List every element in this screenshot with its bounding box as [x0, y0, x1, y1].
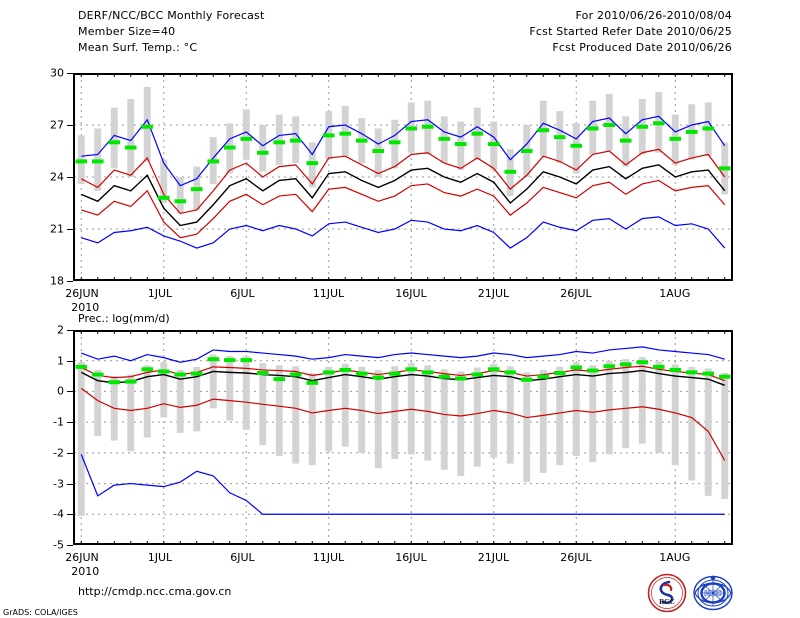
forecast-period-label: For 2010/06/26-2010/08/04	[575, 9, 732, 22]
x-axis-year-label: 2010	[71, 301, 100, 314]
y-axis-tick-label: -2	[53, 446, 64, 460]
x-axis-tick-label: 1AUG	[659, 551, 691, 564]
forecast-start-label: Fcst Started Refer Date 2010/06/25	[529, 25, 732, 38]
y-axis-tick-mark	[67, 483, 73, 485]
y-axis-tick-label: 1	[57, 354, 64, 368]
grads-credit: GrADS: COLA/IGES	[3, 608, 78, 617]
y-axis-tick-mark	[67, 229, 73, 230]
x-axis-tick-label: 1AUG	[659, 287, 691, 300]
x-axis-tick-label: 16JUL	[395, 287, 427, 300]
y-axis-tick-label: 2	[57, 323, 64, 337]
y-axis-tick-mark	[67, 452, 73, 454]
precipitation-chart: -5 -4 -3 -2 -1 0 1 2 26JUN 2010 1JUL 6JUL 11JUL 16JUL…	[53, 324, 733, 578]
ncc-logo-text: NCC	[704, 589, 722, 598]
bcc-logo: BCC	[647, 573, 687, 617]
x-axis-tick-label: 6JUL	[230, 287, 255, 300]
y-axis-tick-label: 0	[57, 384, 64, 398]
y-axis-tick-label: 24	[50, 170, 64, 184]
x-axis-tick-label: 21JUL	[477, 287, 510, 300]
x-axis-tick-label: 26JUN	[65, 551, 99, 564]
x-axis-tick-label: 1JUL	[147, 287, 173, 300]
y-axis-tick-mark	[67, 281, 73, 282]
y-axis-tick-label: 21	[50, 222, 64, 236]
y-axis-tick-mark	[67, 73, 73, 74]
x-axis-year-label: 2010	[71, 565, 100, 578]
temperature-chart: 18 21 24 27 30 26JUN 2010 1JUL 6JUL 11JUL 16JUL 21J…	[50, 67, 733, 314]
precipitation-plot-frame	[73, 330, 733, 545]
x-axis-tick-label: 21JUL	[477, 551, 510, 564]
source-url[interactable]: http://cmdp.ncc.cma.gov.cn	[78, 585, 232, 598]
x-axis-tick-label: 1JUL	[147, 551, 173, 564]
y-axis-tick-mark	[67, 125, 73, 126]
y-axis-tick-mark	[67, 360, 73, 362]
x-axis-tick-label: 26JUL	[560, 551, 592, 564]
temperature-plot-area	[74, 73, 732, 281]
x-axis-tick-label: 11JUL	[312, 551, 345, 564]
y-axis-tick-mark	[67, 177, 73, 178]
y-axis-tick-mark	[67, 545, 73, 546]
bcc-logo-text: BCC	[659, 597, 675, 606]
x-axis-tick-label: 11JUL	[312, 287, 345, 300]
forecast-title: DERF/NCC/BCC Monthly Forecast	[78, 9, 265, 22]
y-axis-tick-label: -3	[53, 477, 64, 491]
y-axis-tick-mark	[67, 391, 73, 393]
forecast-produced-label: Fcst Produced Date 2010/06/26	[552, 41, 732, 54]
y-axis-tick-label: 18	[50, 274, 64, 288]
y-axis-tick-label: 30	[50, 66, 64, 80]
x-axis-tick-label: 26JUL	[560, 287, 592, 300]
y-axis-tick-mark	[67, 514, 73, 516]
precipitation-axis-label: Prec.: log(mm/d)	[78, 312, 170, 325]
member-size-label: Member Size=40	[78, 25, 176, 38]
variable-label: Mean Surf. Temp.: °C	[78, 41, 198, 54]
x-axis-tick-label: 16JUL	[395, 551, 427, 564]
y-axis-tick-label: -4	[53, 507, 64, 521]
y-axis-tick-label: -1	[53, 415, 64, 429]
x-axis-tick-label: 6JUL	[230, 551, 255, 564]
precipitation-plot-area	[74, 330, 732, 545]
y-axis-tick-mark	[67, 330, 73, 331]
y-axis-tick-label: -5	[53, 538, 64, 552]
x-axis-tick-label: 26JUN	[65, 287, 99, 300]
y-axis-tick-mark	[67, 422, 73, 424]
y-axis-tick-label: 27	[50, 118, 64, 132]
ncc-logo: NCC	[690, 573, 736, 617]
temperature-plot-frame	[73, 73, 733, 281]
